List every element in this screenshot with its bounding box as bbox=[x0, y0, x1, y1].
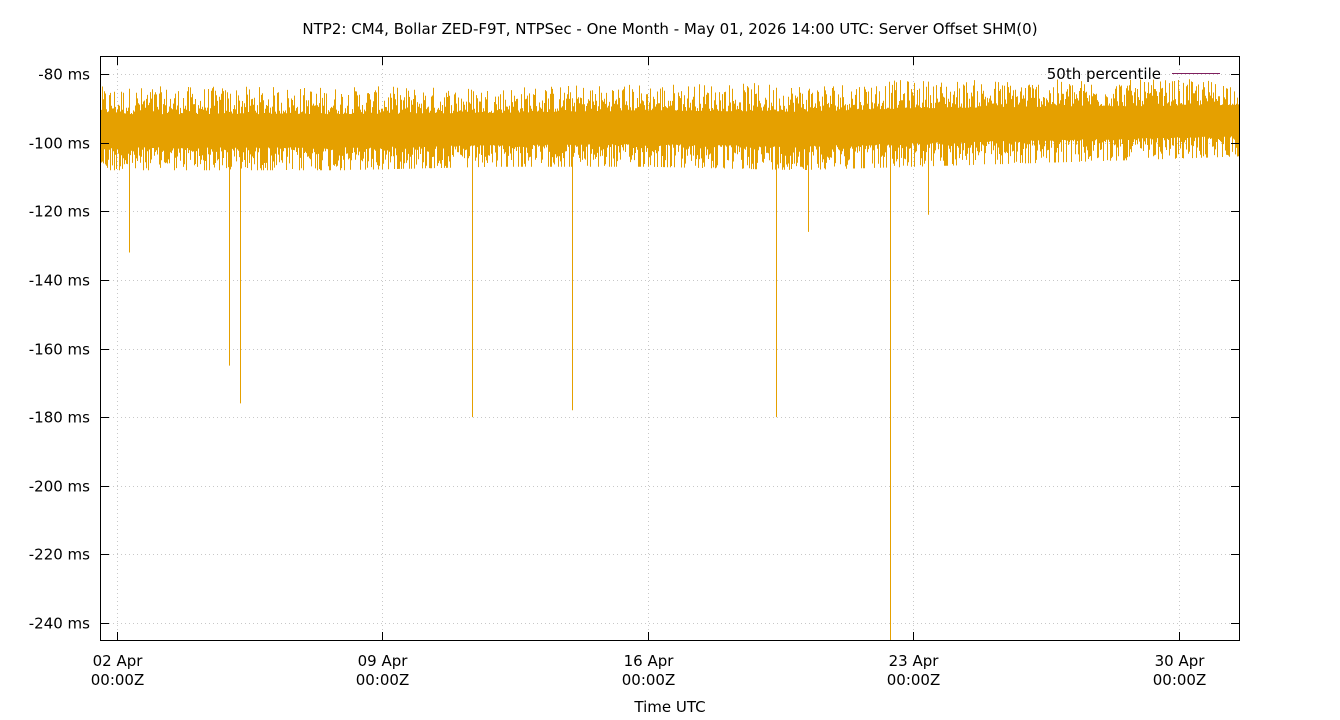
plot-area bbox=[101, 79, 1239, 640]
x-tick-label-time: 00:00Z bbox=[887, 671, 941, 689]
x-tick-label-date: 09 Apr bbox=[358, 652, 409, 670]
offset-series-band bbox=[101, 79, 1239, 171]
y-tick-label: -160 ms bbox=[29, 341, 90, 359]
x-tick-label-date: 30 Apr bbox=[1155, 652, 1206, 670]
legend: 50th percentile bbox=[1047, 65, 1220, 83]
x-tick-label-time: 00:00Z bbox=[1153, 671, 1207, 689]
y-axis: -80 ms -100 ms -120 ms -140 ms -160 ms -180 m… bbox=[29, 66, 1239, 633]
y-tick-label: -100 ms bbox=[29, 135, 90, 153]
chart-title: NTP2: CM4, Bollar ZED-F9T, NTPSec - One … bbox=[302, 20, 1037, 38]
y-tick-label: -80 ms bbox=[38, 66, 90, 84]
plot-frame bbox=[100, 56, 1240, 641]
legend-label: 50th percentile bbox=[1047, 65, 1161, 83]
y-tick-label: -240 ms bbox=[29, 615, 90, 633]
x-tick-label-time: 00:00Z bbox=[622, 671, 676, 689]
x-tick-label-date: 23 Apr bbox=[889, 652, 940, 670]
x-tick-label-time: 00:00Z bbox=[356, 671, 410, 689]
y-tick-label: -120 ms bbox=[29, 203, 90, 221]
x-tick-label-time: 00:00Z bbox=[91, 671, 145, 689]
x-tick-label-date: 02 Apr bbox=[93, 652, 144, 670]
x-tick-label-date: 16 Apr bbox=[624, 652, 675, 670]
y-tick-label: -220 ms bbox=[29, 546, 90, 564]
y-tick-label: -140 ms bbox=[29, 272, 90, 290]
y-tick-label: -200 ms bbox=[29, 478, 90, 496]
y-tick-label: -180 ms bbox=[29, 409, 90, 427]
x-axis-label: Time UTC bbox=[633, 698, 705, 716]
